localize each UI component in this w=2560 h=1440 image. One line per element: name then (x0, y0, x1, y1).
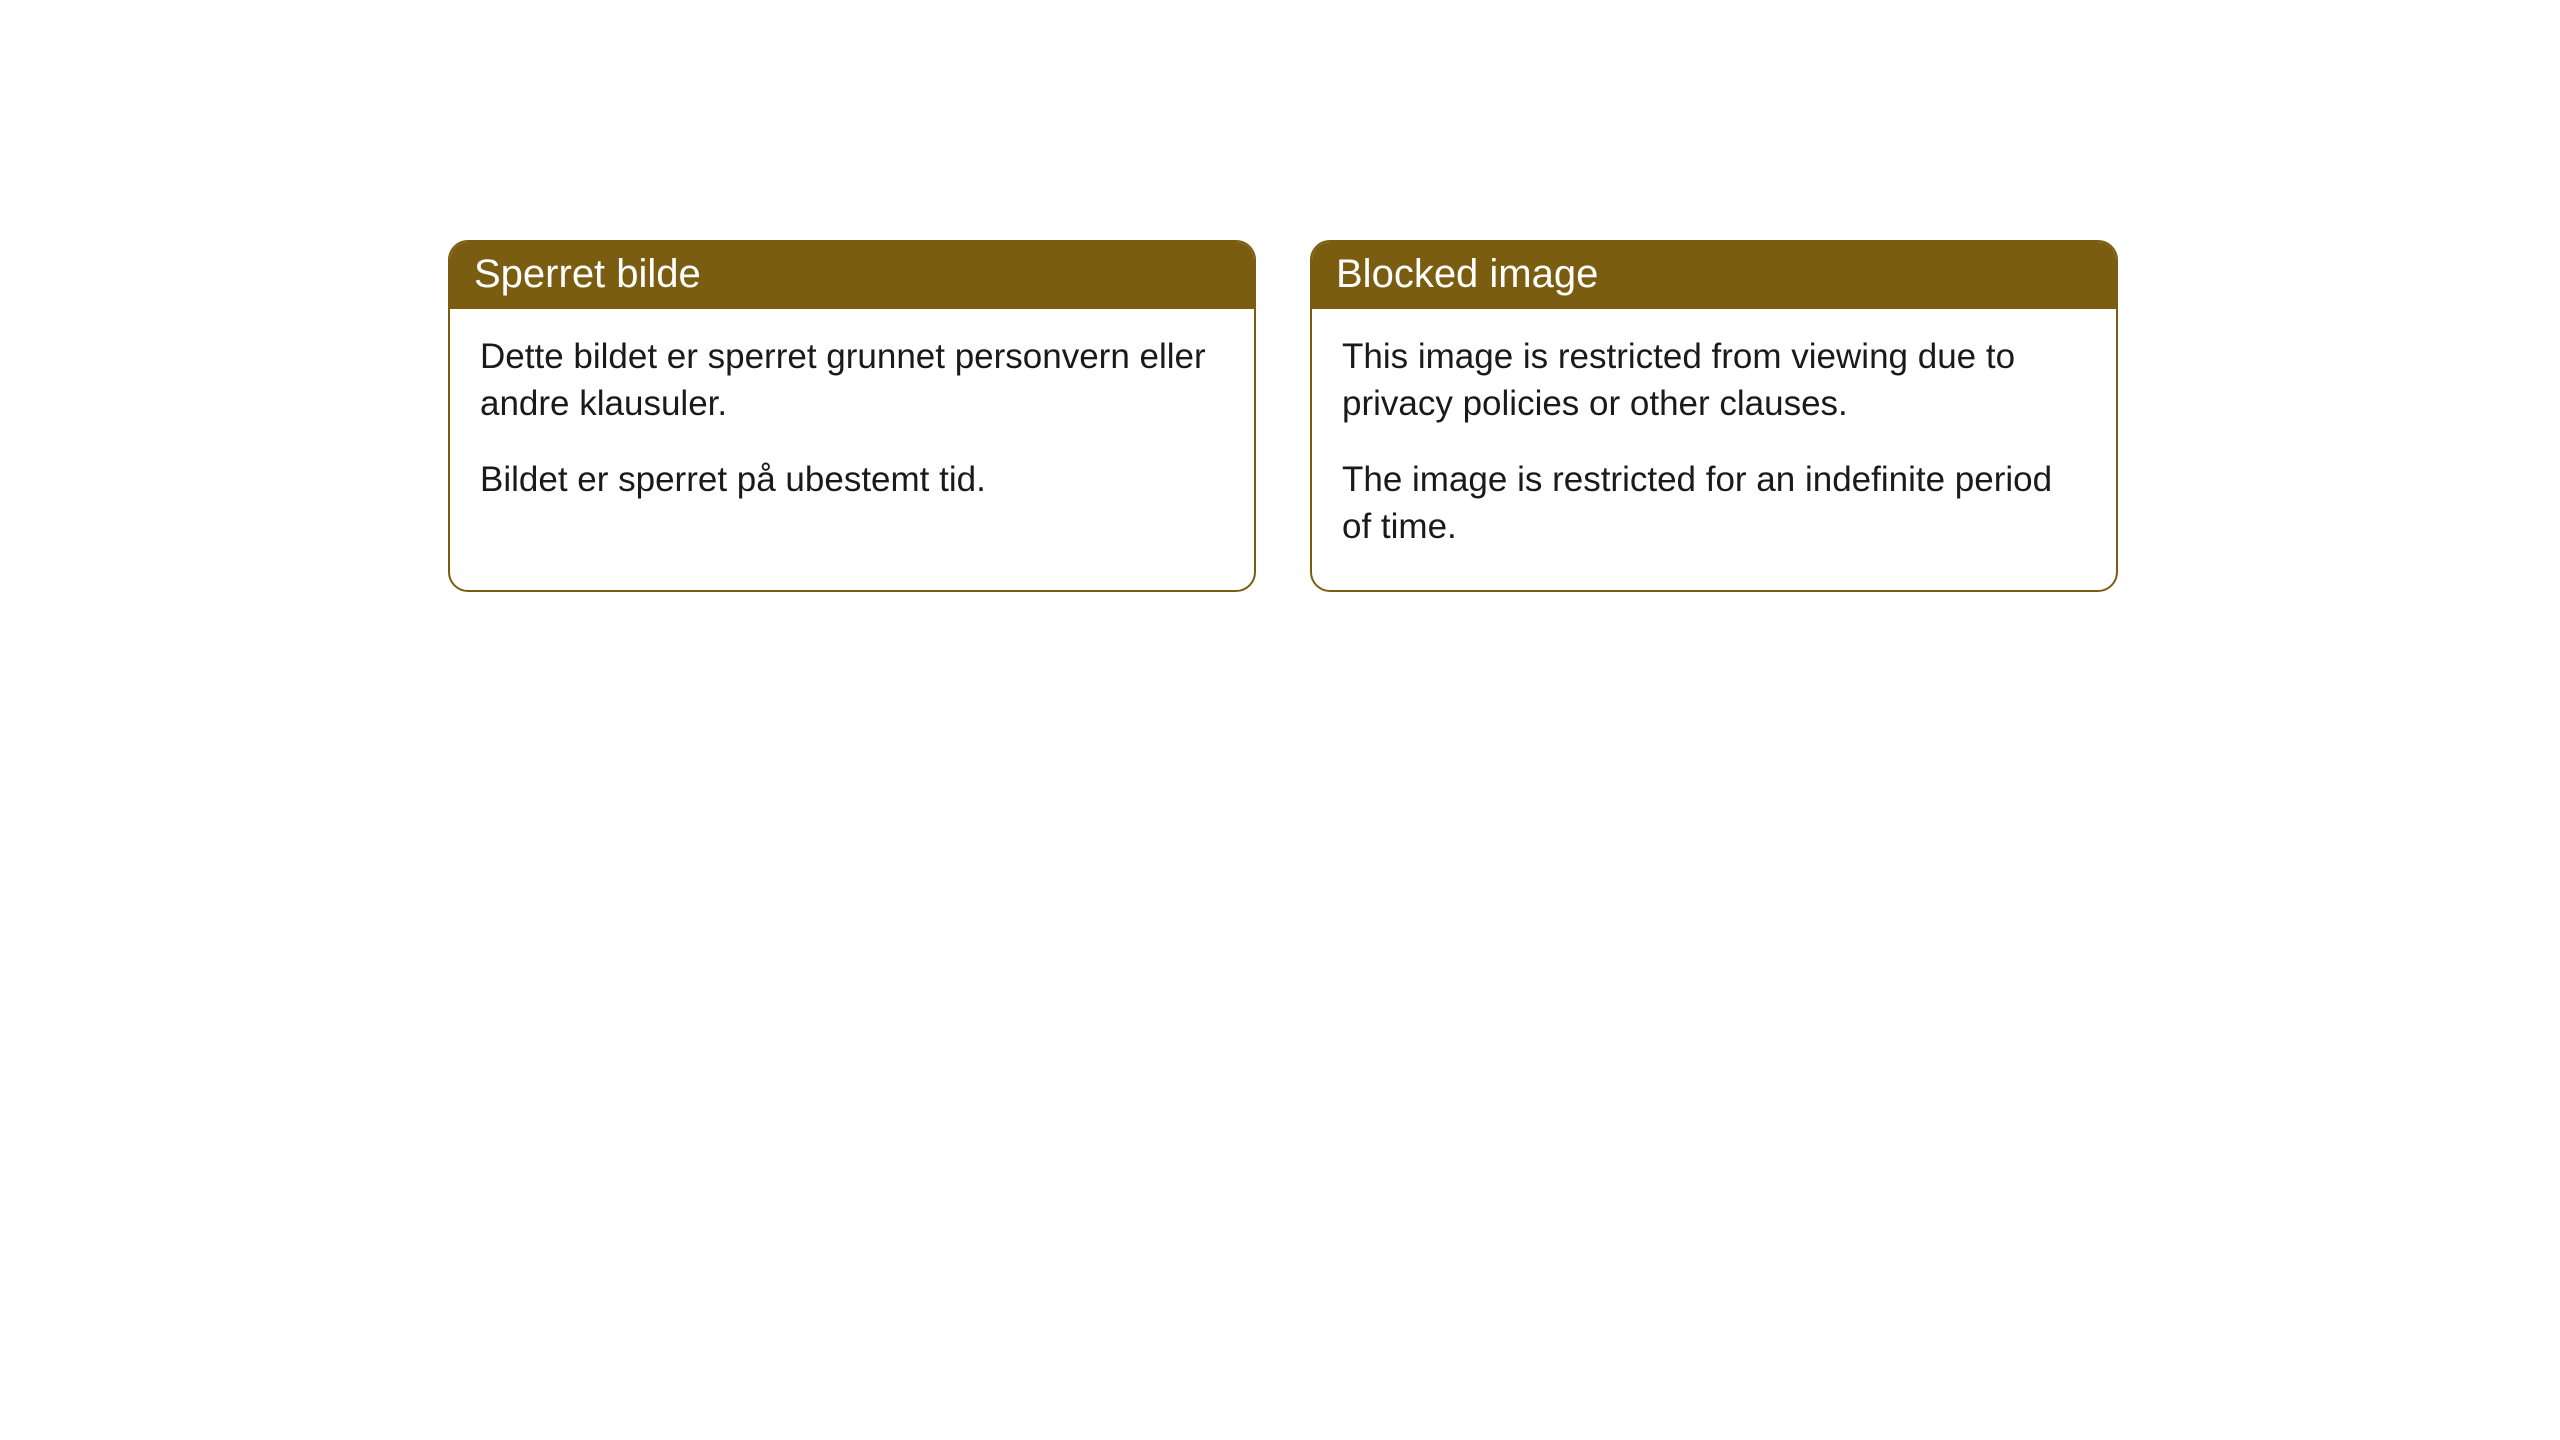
card-paragraph-1-en: This image is restricted from viewing du… (1342, 333, 2086, 428)
blocked-image-card-no: Sperret bilde Dette bildet er sperret gr… (448, 240, 1256, 592)
card-body-en: This image is restricted from viewing du… (1312, 309, 2116, 590)
card-paragraph-2-en: The image is restricted for an indefinit… (1342, 456, 2086, 551)
card-paragraph-2-no: Bildet er sperret på ubestemt tid. (480, 456, 1224, 503)
card-title-no: Sperret bilde (474, 252, 701, 296)
cards-container: Sperret bilde Dette bildet er sperret gr… (448, 240, 2118, 592)
card-title-en: Blocked image (1336, 252, 1598, 296)
card-body-no: Dette bildet er sperret grunnet personve… (450, 309, 1254, 543)
blocked-image-card-en: Blocked image This image is restricted f… (1310, 240, 2118, 592)
card-paragraph-1-no: Dette bildet er sperret grunnet personve… (480, 333, 1224, 428)
card-header-no: Sperret bilde (450, 242, 1254, 309)
card-header-en: Blocked image (1312, 242, 2116, 309)
